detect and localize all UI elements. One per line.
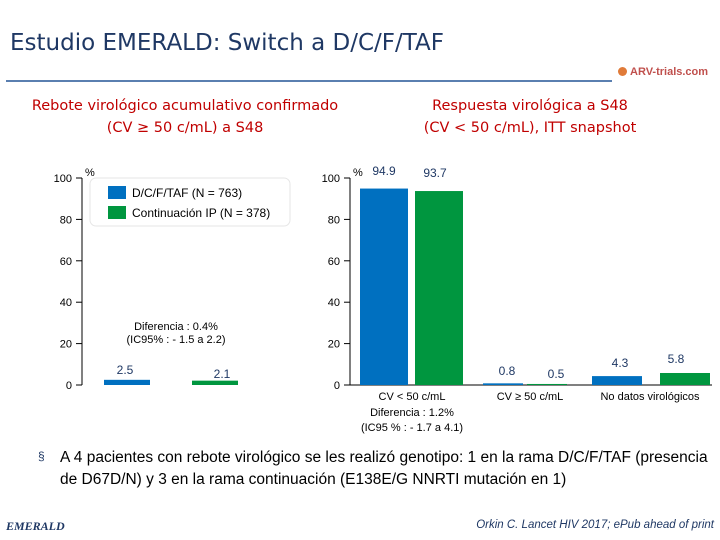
right-chart-y-tick-label: 0 bbox=[334, 380, 340, 392]
left-chart-y-tick-label: 60 bbox=[60, 256, 72, 268]
right-chart-data-label: 94.9 bbox=[372, 164, 396, 178]
right-chart-bar bbox=[527, 383, 567, 385]
left-chart-y-tick-label: 0 bbox=[66, 380, 72, 392]
study-logo-text: EMERALD bbox=[6, 519, 65, 533]
right-chart-bar bbox=[360, 188, 408, 385]
left-chart-legend-label: Continuación IP (N = 378) bbox=[132, 206, 270, 220]
title-divider bbox=[6, 80, 612, 82]
right-chart-bar bbox=[660, 372, 710, 385]
left-chart-bar bbox=[104, 379, 150, 385]
right-chart-data-label: 0.5 bbox=[548, 367, 565, 381]
right-chart-bar bbox=[483, 383, 523, 385]
left-chart-legend-swatch bbox=[108, 206, 126, 219]
right-chart-title: Respuesta virológica a S48 (CV < 50 c/mL… bbox=[380, 95, 680, 139]
right-chart-data-label: 4.3 bbox=[612, 356, 629, 370]
right-chart-data-label: 93.7 bbox=[423, 166, 447, 180]
left-chart-data-label: 2.1 bbox=[214, 367, 231, 381]
right-chart-y-tick-label: 80 bbox=[328, 214, 340, 226]
left-chart-annotation-line: (IC95% : - 1.5 a 2.2) bbox=[126, 334, 225, 346]
right-chart-category-label: CV < 50 c/mL bbox=[379, 391, 446, 403]
left-chart-bar bbox=[192, 380, 238, 385]
genotype-note: A 4 pacientes con rebote virológico se l… bbox=[60, 449, 708, 488]
right-chart-data-label: 5.8 bbox=[668, 352, 685, 366]
right-chart-y-tick-label: 60 bbox=[328, 256, 340, 268]
left-chart-y-tick-label: 80 bbox=[60, 214, 72, 226]
arv-trials-logo: ARV-trials.com bbox=[618, 66, 708, 78]
left-chart-title-line-1: Rebote virológico acumulativo confirmado bbox=[31, 98, 339, 114]
slide-title: Estudio EMERALD: Switch a D/C/F/TAF bbox=[10, 30, 444, 56]
left-chart-y-tick-label: 100 bbox=[54, 173, 72, 185]
bullet-icon: § bbox=[38, 449, 45, 463]
right-chart-y-tick-label: 100 bbox=[322, 173, 340, 185]
left-chart-data-label: 2.5 bbox=[117, 363, 134, 377]
right-chart-category-label: No datos virológicos bbox=[600, 391, 700, 403]
right-chart-bar bbox=[415, 191, 463, 385]
right-chart-title-line-1: Respuesta virológica a S48 bbox=[432, 98, 628, 114]
logo-mark-icon bbox=[618, 67, 627, 76]
right-chart-y-tick-label: 20 bbox=[328, 339, 340, 351]
right-chart-title-line-2: (CV < 50 c/mL), ITT snapshot bbox=[423, 120, 637, 136]
left-chart-y-tick-label: 20 bbox=[60, 339, 72, 351]
left-chart-title-line-2: (CV ≥ 50 c/mL) a S48 bbox=[106, 120, 264, 136]
left-chart-title: Rebote virológico acumulativo confirmado… bbox=[0, 95, 370, 139]
left-chart-y-tick-label: 40 bbox=[60, 297, 72, 309]
right-chart-y-unit-label: % bbox=[353, 167, 363, 179]
right-chart-annotation-line: (IC95 % : - 1.7 a 4.1) bbox=[361, 422, 463, 434]
left-chart-annotation-line: Diferencia : 0.4% bbox=[134, 321, 218, 333]
left-chart-legend-box bbox=[89, 177, 291, 227]
left-chart-legend-swatch bbox=[108, 186, 126, 199]
right-chart-bar bbox=[592, 376, 642, 385]
right-chart-annotation-line: Diferencia : 1.2% bbox=[370, 407, 454, 419]
right-chart-category-label: CV ≥ 50 c/mL bbox=[497, 391, 564, 403]
left-chart-y-unit-label: % bbox=[85, 167, 95, 179]
left-chart-legend-label: D/C/F/TAF (N = 763) bbox=[132, 186, 242, 200]
right-chart-data-label: 0.8 bbox=[499, 364, 516, 378]
reference-citation: Orkin C. Lancet HIV 2017; ePub ahead of … bbox=[476, 519, 714, 531]
logo-text: ARV-trials.com bbox=[630, 66, 709, 78]
right-chart-y-tick-label: 40 bbox=[328, 297, 340, 309]
